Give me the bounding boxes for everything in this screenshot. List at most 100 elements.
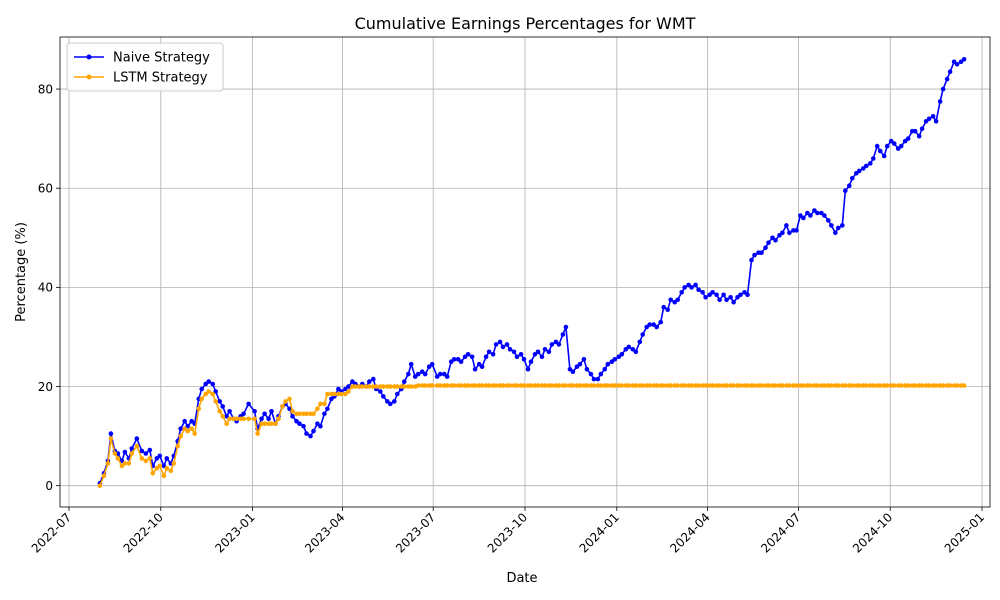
data-point [97, 483, 103, 489]
data-point [246, 401, 251, 407]
data-point [290, 414, 295, 419]
data-point [689, 285, 694, 290]
data-point [829, 383, 834, 388]
y-axis-label: Percentage (%) [14, 222, 29, 322]
data-point [654, 383, 659, 388]
data-point [563, 324, 569, 330]
data-point [115, 456, 121, 461]
data-point [539, 354, 545, 360]
data-point [759, 383, 764, 388]
data-point [591, 383, 597, 388]
data-point [147, 456, 153, 461]
data-point [511, 349, 517, 355]
data-point [262, 411, 267, 417]
data-point [479, 364, 485, 370]
data-point [703, 295, 708, 300]
data-point [591, 376, 597, 382]
data-point [262, 421, 267, 427]
data-point [693, 282, 698, 288]
data-point [954, 62, 960, 67]
data-point [584, 383, 590, 388]
data-point [640, 332, 645, 337]
data-point [415, 383, 421, 388]
data-point [227, 409, 232, 414]
data-point [161, 473, 167, 479]
data-point [626, 344, 632, 350]
data-point [801, 215, 806, 221]
data-point [185, 428, 190, 434]
data-point [406, 371, 411, 377]
data-point [210, 381, 215, 387]
data-point [374, 384, 379, 389]
data-point [710, 383, 715, 388]
data-point [199, 396, 204, 402]
data-point [105, 461, 111, 466]
data-point [843, 188, 848, 193]
data-point [898, 383, 904, 388]
data-point [954, 383, 960, 388]
data-point [213, 399, 218, 404]
data-point [252, 416, 257, 422]
data-point [150, 471, 156, 476]
data-point [640, 383, 645, 388]
data-point [815, 383, 820, 388]
data-point [206, 379, 211, 384]
data-point [422, 371, 428, 377]
data-point [868, 161, 873, 166]
data-point [493, 383, 499, 388]
data-point [668, 297, 673, 303]
data-point [605, 361, 611, 367]
data-point [301, 423, 306, 429]
data-point [808, 383, 813, 388]
data-point [654, 324, 659, 330]
data-point [884, 143, 890, 149]
legend-naive-label: Naive Strategy [113, 51, 210, 66]
data-point [717, 383, 722, 388]
data-point [178, 433, 183, 439]
data-point [108, 431, 114, 436]
data-point [700, 290, 705, 295]
data-point [647, 383, 652, 388]
data-point [255, 431, 260, 436]
data-point [493, 342, 499, 347]
legend-box [66, 42, 224, 92]
data-point [311, 428, 316, 434]
data-point [703, 383, 708, 388]
data-point [881, 153, 887, 159]
data-point [584, 366, 590, 372]
data-point [724, 297, 729, 303]
data-point [919, 126, 925, 131]
data-point [780, 383, 785, 388]
data-point [905, 383, 911, 388]
data-point [773, 238, 778, 243]
data-point [346, 389, 351, 394]
data-point [378, 389, 383, 394]
data-point [577, 383, 583, 388]
data-point [217, 399, 222, 404]
data-point [304, 411, 309, 417]
data-point [196, 406, 201, 412]
data-point [224, 421, 229, 427]
data-point [164, 456, 170, 461]
data-point [311, 411, 316, 417]
data-point [252, 409, 257, 414]
data-point [661, 383, 666, 388]
data-point [619, 352, 625, 357]
data-point [269, 421, 274, 427]
data-point [486, 349, 492, 355]
data-point [556, 342, 562, 347]
y-tick-label: 60 [38, 182, 53, 196]
data-point [241, 416, 246, 422]
data-point [752, 252, 757, 258]
data-point [408, 384, 414, 389]
data-point [497, 339, 503, 345]
data-point [794, 383, 799, 388]
data-point [504, 342, 510, 347]
data-point [269, 409, 274, 414]
data-point [919, 383, 925, 388]
data-point [486, 383, 492, 388]
data-point [287, 396, 292, 402]
data-point [884, 383, 890, 388]
data-point [273, 421, 278, 427]
